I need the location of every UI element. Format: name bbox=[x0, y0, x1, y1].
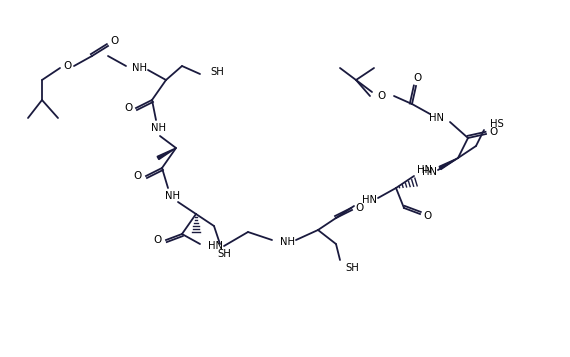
Text: NH: NH bbox=[150, 123, 165, 133]
Text: HS: HS bbox=[490, 119, 504, 129]
Text: O: O bbox=[356, 203, 364, 213]
Text: O: O bbox=[154, 235, 162, 245]
Text: HN: HN bbox=[417, 165, 432, 175]
Text: HN: HN bbox=[362, 195, 377, 205]
Text: O: O bbox=[63, 61, 71, 71]
Text: SH: SH bbox=[210, 67, 224, 77]
Text: O: O bbox=[378, 91, 386, 101]
Text: NH: NH bbox=[132, 63, 147, 73]
Polygon shape bbox=[439, 158, 458, 170]
Text: O: O bbox=[490, 127, 498, 137]
Text: O: O bbox=[110, 36, 118, 46]
Text: NH: NH bbox=[280, 237, 295, 247]
Text: HN: HN bbox=[422, 167, 437, 177]
Text: SH: SH bbox=[217, 249, 231, 259]
Text: SH: SH bbox=[345, 263, 359, 273]
Text: HN: HN bbox=[429, 113, 444, 123]
Text: NH: NH bbox=[165, 191, 180, 201]
Text: O: O bbox=[424, 211, 432, 221]
Polygon shape bbox=[157, 148, 176, 160]
Text: O: O bbox=[414, 73, 422, 83]
Text: HN: HN bbox=[208, 241, 223, 251]
Text: O: O bbox=[134, 171, 142, 181]
Text: O: O bbox=[124, 103, 132, 113]
